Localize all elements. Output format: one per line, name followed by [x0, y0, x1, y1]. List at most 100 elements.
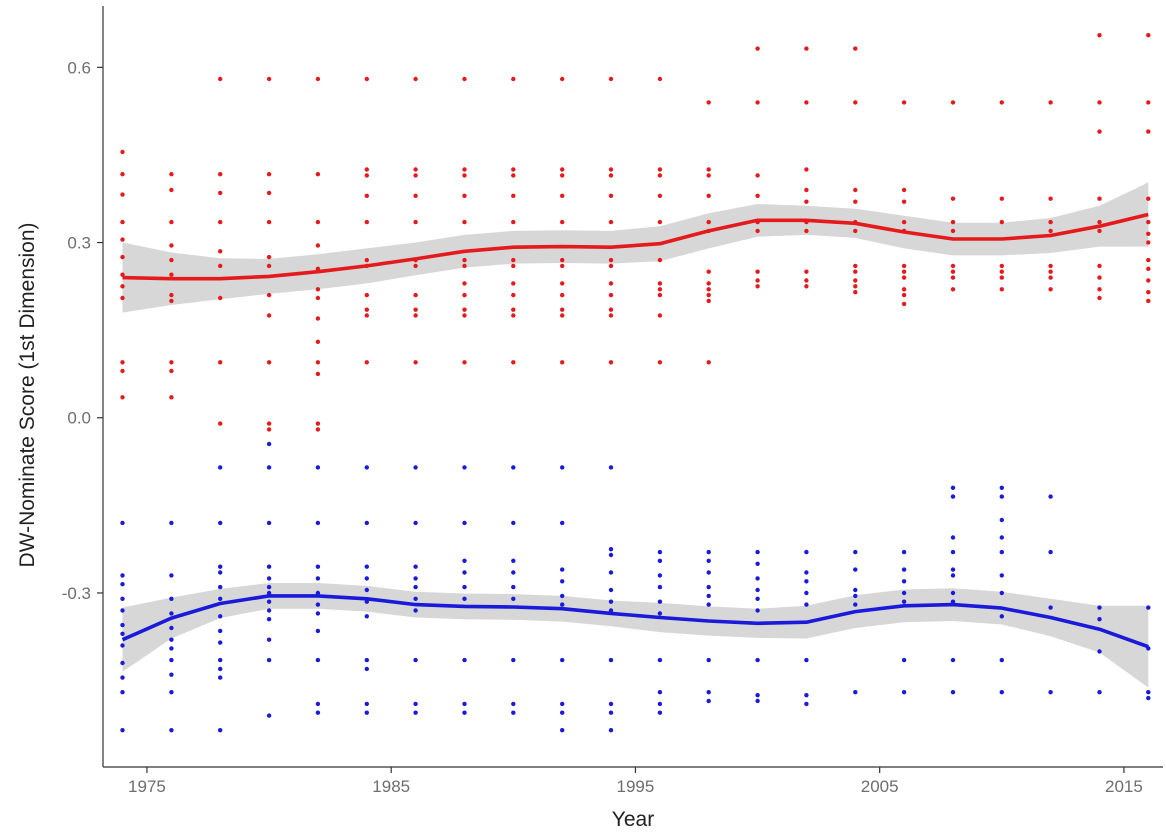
data-point: [706, 287, 711, 292]
data-point: [1048, 690, 1053, 695]
data-point: [266, 360, 272, 365]
data-point: [706, 570, 711, 575]
data-point: [511, 263, 516, 269]
data-point: [853, 284, 858, 289]
data-point: [169, 368, 174, 374]
data-point: [804, 549, 809, 555]
data-point: [1146, 196, 1151, 201]
data-point: [462, 193, 467, 198]
data-point: [804, 693, 809, 698]
data-point: [853, 587, 858, 593]
data-point: [462, 710, 467, 715]
data-point: [999, 275, 1004, 280]
data-point: [608, 701, 614, 707]
data-point: [120, 520, 125, 526]
data-point: [266, 421, 272, 426]
data-point: [462, 219, 467, 225]
data-point: [169, 596, 174, 601]
data-point: [999, 196, 1004, 201]
data-point: [511, 167, 516, 172]
data-point: [462, 173, 467, 178]
data-point: [950, 599, 956, 604]
y-tick-label: -0.3: [62, 584, 91, 603]
data-point: [706, 292, 711, 298]
data-point: [120, 643, 125, 648]
data-point: [120, 728, 125, 733]
data-point: [462, 657, 467, 663]
data-point: [999, 690, 1004, 695]
smooth-line-0: [122, 212, 1149, 281]
data-point: [560, 219, 565, 225]
data-point: [560, 263, 565, 269]
data-point: [608, 257, 614, 263]
data-point: [755, 693, 760, 698]
data-point: [511, 701, 516, 707]
data-point: [804, 187, 809, 193]
data-point: [120, 219, 125, 225]
data-point: [657, 167, 663, 172]
data-point: [657, 292, 663, 298]
data-point: [120, 272, 125, 277]
data-point: [315, 602, 321, 607]
data-point: [462, 292, 467, 298]
data-point: [462, 596, 467, 601]
data-point: [901, 292, 907, 298]
data-point: [364, 292, 369, 298]
data-point: [511, 657, 516, 663]
data-point: [657, 193, 663, 198]
data-point: [706, 281, 711, 286]
data-point: [218, 628, 223, 634]
confidence-band-1: [122, 583, 1149, 688]
data-point: [413, 313, 418, 318]
data-point: [804, 570, 809, 575]
data-point: [560, 567, 565, 572]
data-point: [706, 602, 711, 607]
data-point: [462, 281, 467, 286]
data-point: [120, 573, 125, 578]
data-point: [608, 193, 614, 198]
data-point: [462, 465, 467, 470]
data-point: [120, 237, 125, 242]
data-point: [169, 187, 174, 193]
data-point: [462, 167, 467, 172]
data-point: [169, 257, 174, 263]
data-point: [120, 395, 125, 400]
data-point: [315, 316, 321, 321]
data-point: [364, 564, 369, 569]
data-point: [804, 167, 809, 172]
data-point: [950, 535, 956, 540]
data-point: [169, 625, 174, 631]
data-point: [169, 520, 174, 526]
data-point: [120, 368, 125, 374]
data-point: [560, 167, 565, 172]
data-point: [218, 263, 223, 269]
data-point: [999, 657, 1004, 663]
data-point: [218, 666, 223, 672]
data-point: [657, 287, 663, 292]
data-point: [413, 219, 418, 225]
data-point: [901, 599, 907, 604]
data-point: [755, 657, 760, 663]
data-point: [608, 173, 614, 178]
data-point: [120, 254, 125, 260]
data-point: [218, 584, 223, 590]
data-point: [608, 292, 614, 298]
data-point: [218, 421, 223, 426]
data-point: [462, 76, 467, 82]
data-point: [755, 173, 760, 178]
data-point: [218, 570, 223, 575]
x-tick-label: 2015: [1105, 777, 1143, 796]
data-point: [901, 579, 907, 584]
data-point: [706, 269, 711, 274]
data-point: [315, 339, 321, 344]
data-point: [266, 313, 272, 318]
data-point: [999, 517, 1004, 523]
data-point: [560, 173, 565, 178]
x-tick-label: 1995: [617, 777, 655, 796]
data-point: [511, 307, 516, 312]
data-point: [1048, 228, 1053, 234]
data-point: [853, 228, 858, 234]
data-point: [315, 295, 321, 301]
data-point: [999, 269, 1004, 274]
data-point: [364, 520, 369, 526]
